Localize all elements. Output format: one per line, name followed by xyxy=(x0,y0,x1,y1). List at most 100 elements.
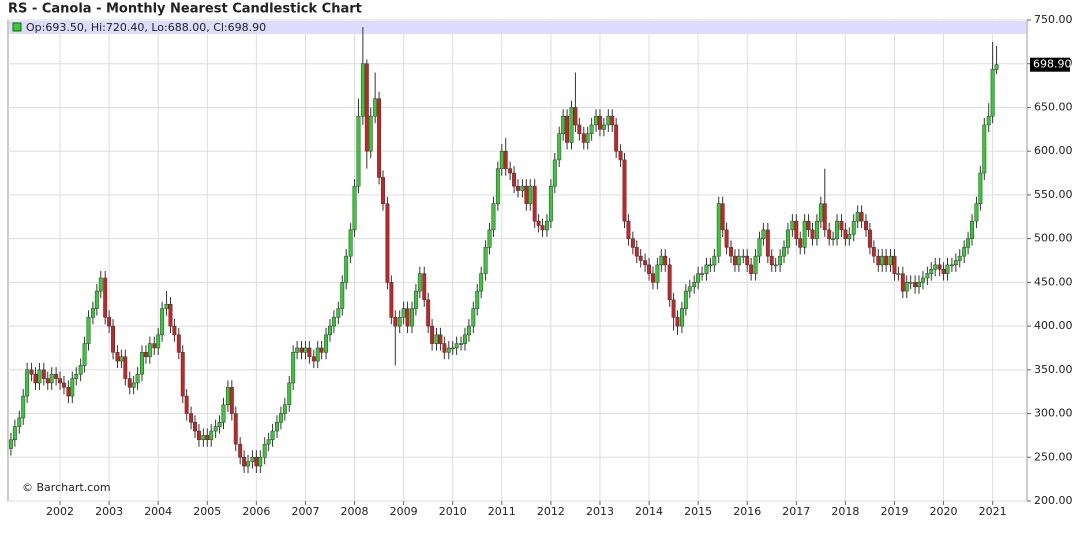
candle-body xyxy=(242,457,247,467)
candle-body xyxy=(708,264,713,267)
x-tick-label: 2007 xyxy=(291,505,319,518)
candle-body xyxy=(990,69,995,117)
candle-body xyxy=(98,277,103,292)
candle-body xyxy=(233,413,238,445)
candle-body xyxy=(127,378,132,388)
candle-body xyxy=(606,115,611,126)
candle-body xyxy=(683,290,688,309)
candle-body xyxy=(626,220,631,239)
candle-body xyxy=(610,115,615,126)
candle-body xyxy=(397,317,402,327)
candle-body xyxy=(904,282,909,292)
candle-body xyxy=(115,352,120,362)
candle-body xyxy=(364,63,369,152)
candle-body xyxy=(168,303,173,327)
candle-body xyxy=(90,308,95,318)
x-tick-label: 2014 xyxy=(635,505,663,518)
candle-body xyxy=(78,365,83,375)
candle-body xyxy=(368,115,373,152)
candle-body xyxy=(401,308,406,318)
candle-body xyxy=(189,413,194,423)
y-tick-label: 400.00 xyxy=(1034,319,1072,332)
candle-body xyxy=(172,325,177,336)
candle-body xyxy=(937,264,942,270)
candle-body xyxy=(561,115,566,134)
candle-body xyxy=(82,343,87,366)
candle-body xyxy=(745,255,750,266)
candle-body xyxy=(266,439,271,445)
candle-body xyxy=(417,273,422,292)
candle-body xyxy=(278,413,283,423)
candle-body xyxy=(422,273,427,301)
candle-body xyxy=(994,64,999,70)
candle-body xyxy=(450,347,455,350)
candle-body xyxy=(29,369,34,375)
candle-body xyxy=(540,225,545,231)
candle-body xyxy=(729,247,733,257)
last-price-label: 698.90 xyxy=(1033,58,1072,71)
candle-body xyxy=(352,185,357,231)
candle-body xyxy=(565,115,570,143)
candle-body xyxy=(765,229,770,257)
y-tick-label: 250.00 xyxy=(1034,450,1072,463)
candle-body xyxy=(311,356,316,362)
candle-body xyxy=(512,172,517,187)
y-tick-label: 450.00 xyxy=(1034,275,1072,288)
candle-body xyxy=(131,382,136,388)
candle-body xyxy=(557,133,562,161)
candle-body xyxy=(393,317,398,327)
candle-body xyxy=(528,185,533,204)
candle-body xyxy=(864,220,868,231)
candle-body xyxy=(438,334,443,344)
candle-body xyxy=(859,212,864,222)
candle-body xyxy=(614,124,619,152)
candle-body xyxy=(962,247,967,257)
candle-body xyxy=(716,203,721,257)
candle-body xyxy=(552,159,557,187)
candle-body xyxy=(184,395,189,414)
candle-body xyxy=(25,369,30,397)
candle-body xyxy=(135,373,140,384)
candle-body xyxy=(295,347,300,353)
candle-body xyxy=(769,255,774,266)
candle-body xyxy=(802,220,807,248)
candle-body xyxy=(647,264,651,274)
candle-body xyxy=(696,273,701,283)
candle-body xyxy=(196,430,201,441)
candle-body xyxy=(671,299,676,318)
legend-band xyxy=(9,21,1026,34)
candle-body xyxy=(340,282,345,309)
candle-body xyxy=(103,277,108,318)
candle-body xyxy=(920,277,925,283)
candle-body xyxy=(888,255,893,266)
candle-body xyxy=(536,220,541,226)
candle-body xyxy=(867,229,872,248)
candle-body xyxy=(377,98,382,178)
candle-body xyxy=(753,255,758,274)
candle-body xyxy=(282,404,287,414)
x-tick-label: 2011 xyxy=(488,505,516,518)
candle-body xyxy=(508,168,513,174)
x-tick-label: 2017 xyxy=(782,505,810,518)
candle-body xyxy=(12,426,17,441)
candle-body xyxy=(319,347,324,353)
candle-body xyxy=(839,220,844,231)
candle-body xyxy=(957,255,962,261)
candle-body xyxy=(17,417,22,427)
candle-body xyxy=(822,203,827,231)
candle-body xyxy=(356,115,361,187)
candle-body xyxy=(442,343,447,353)
candle-body xyxy=(835,220,839,239)
candle-body xyxy=(299,347,304,353)
plot-area xyxy=(7,19,1028,502)
candle-body xyxy=(687,286,692,292)
candle-body xyxy=(810,229,815,239)
candle-body xyxy=(790,220,795,231)
candle-body xyxy=(524,185,529,204)
candle-body xyxy=(143,352,148,357)
candle-body xyxy=(331,317,336,327)
candle-body xyxy=(871,247,876,257)
candle-body xyxy=(675,317,680,327)
candle-body xyxy=(463,334,467,344)
candle-body xyxy=(434,334,439,344)
